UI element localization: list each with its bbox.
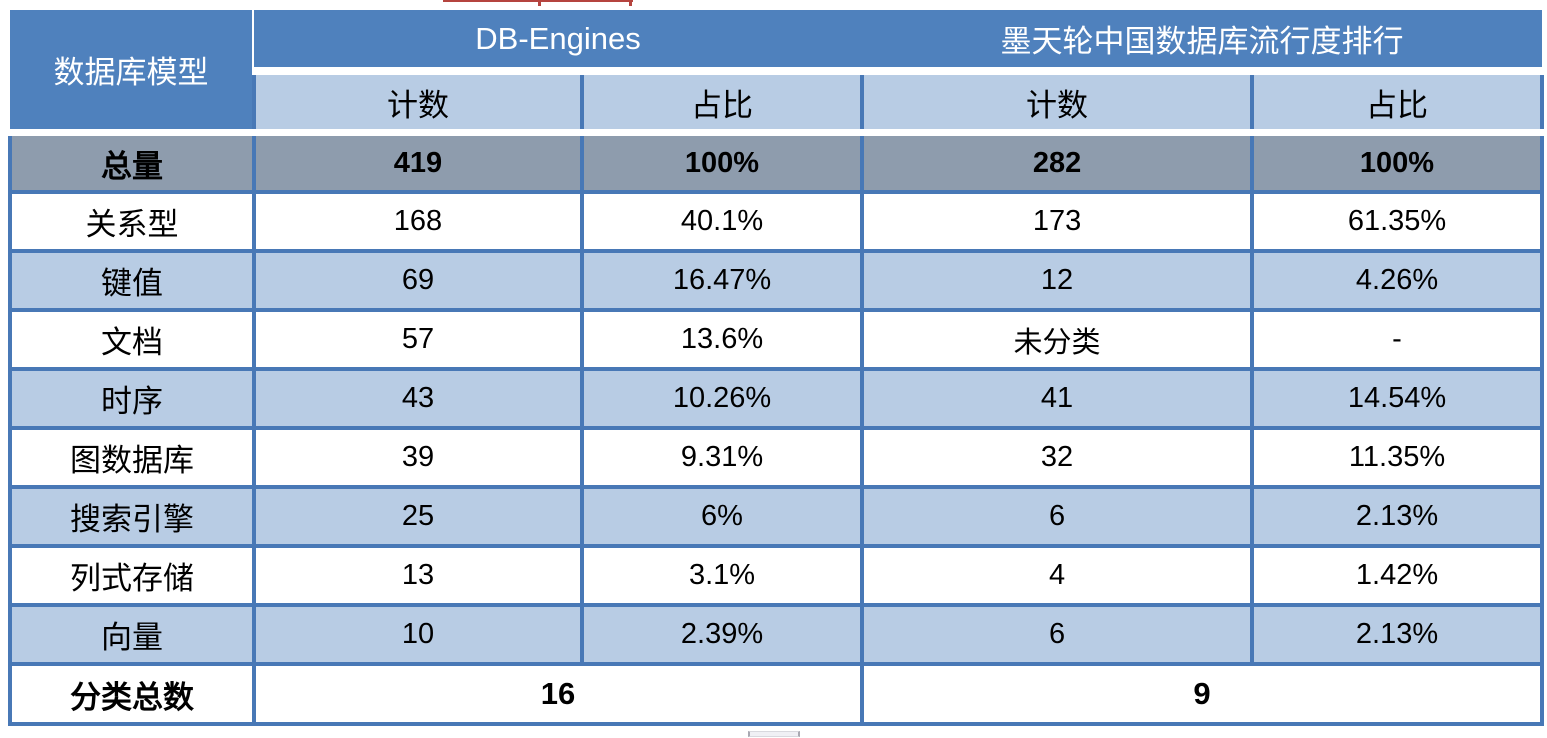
row-label: 文档: [8, 308, 256, 371]
cropped-red-underline-artifact: [629, 2, 632, 6]
group-header-row: 数据库模型 DB-Engines 墨天轮中国数据库流行度排行: [10, 10, 1543, 129]
cell-value: 100%: [1250, 136, 1545, 194]
spacer: [10, 129, 1543, 136]
cell-value-merged: 16: [251, 662, 865, 726]
cell-value: 173: [860, 190, 1255, 253]
col-header-count-2: 计数: [860, 75, 1255, 129]
cell-value: 2.39%: [579, 603, 865, 666]
table-row: 列式存储 13 3.1% 4 1.42%: [8, 544, 1545, 607]
cell-value: 1.42%: [1250, 544, 1545, 607]
row-label: 列式存储: [8, 544, 256, 607]
cell-value: 41: [860, 367, 1255, 430]
table-row-category-total: 分类总数 16 9: [8, 662, 1545, 726]
row-label: 向量: [8, 603, 256, 666]
cell-value: 2.13%: [1250, 485, 1545, 548]
database-model-comparison-table: 数据库模型 DB-Engines 墨天轮中国数据库流行度排行 计数 占比 计数 …: [8, 10, 1545, 726]
spacer: [254, 67, 1543, 75]
cell-value: 3.1%: [579, 544, 865, 607]
group-header-db-engines: DB-Engines: [254, 10, 863, 67]
row-label: 总量: [8, 136, 256, 194]
cell-value: 32: [860, 426, 1255, 489]
cell-value: 4.26%: [1250, 249, 1545, 312]
col-header-share-2: 占比: [1250, 75, 1545, 129]
cropped-red-underline-artifact: [538, 2, 541, 6]
cell-value: 13: [252, 544, 584, 607]
cell-value-merged: 9: [860, 662, 1545, 726]
cell-value: 2.13%: [1250, 603, 1545, 666]
cell-value: 100%: [579, 136, 865, 194]
col-header-count-1: 计数: [252, 75, 584, 129]
table-row: 关系型 168 40.1% 173 61.35%: [8, 190, 1545, 253]
cell-value: 43: [252, 367, 584, 430]
cell-value: -: [1250, 308, 1545, 371]
cell-value: 10.26%: [579, 367, 865, 430]
spacer-row: [10, 129, 1543, 136]
cell-value: 61.35%: [1250, 190, 1545, 253]
table-row: 图数据库 39 9.31% 32 11.35%: [8, 426, 1545, 489]
cell-value: 13.6%: [579, 308, 865, 371]
sub-header-row: 计数 占比 计数 占比: [10, 75, 1545, 129]
col-header-share-1: 占比: [579, 75, 865, 129]
corner-header: 数据库模型: [10, 10, 254, 129]
cropped-red-underline-artifact: [443, 0, 633, 2]
cell-value: 9.31%: [579, 426, 865, 489]
cell-value: 6: [860, 603, 1255, 666]
cell-value: 16.47%: [579, 249, 865, 312]
cell-value: 6: [860, 485, 1255, 548]
table-row: 键值 69 16.47% 12 4.26%: [8, 249, 1545, 312]
cell-value: 69: [252, 249, 584, 312]
row-label: 搜索引擎: [8, 485, 256, 548]
row-label: 时序: [8, 367, 256, 430]
row-label: 分类总数: [8, 662, 256, 726]
row-label: 关系型: [8, 190, 256, 253]
cropped-scrollbar-fragment: [748, 731, 800, 737]
group-header-motianlun: 墨天轮中国数据库流行度排行: [862, 10, 1543, 67]
cell-value: 40.1%: [579, 190, 865, 253]
cell-value: 11.35%: [1250, 426, 1545, 489]
cell-value: 14.54%: [1250, 367, 1545, 430]
cell-value: 25: [252, 485, 584, 548]
row-label: 键值: [8, 249, 256, 312]
cell-value: 39: [252, 426, 584, 489]
cell-value: 4: [860, 544, 1255, 607]
cell-value: 10: [252, 603, 584, 666]
table-row: 搜索引擎 25 6% 6 2.13%: [8, 485, 1545, 548]
table-row: 向量 10 2.39% 6 2.13%: [8, 603, 1545, 666]
cell-value: 168: [252, 190, 584, 253]
spacer-row: [10, 67, 1543, 75]
table-row-total: 总量 419 100% 282 100%: [8, 136, 1545, 194]
table-row: 时序 43 10.26% 41 14.54%: [8, 367, 1545, 430]
table-row: 文档 57 13.6% 未分类 -: [8, 308, 1545, 371]
cell-value: 未分类: [860, 308, 1255, 371]
cell-value: 6%: [579, 485, 865, 548]
cell-value: 419: [252, 136, 584, 194]
cell-value: 282: [860, 136, 1255, 194]
row-label: 图数据库: [8, 426, 256, 489]
cell-value: 57: [252, 308, 584, 371]
cell-value: 12: [860, 249, 1255, 312]
